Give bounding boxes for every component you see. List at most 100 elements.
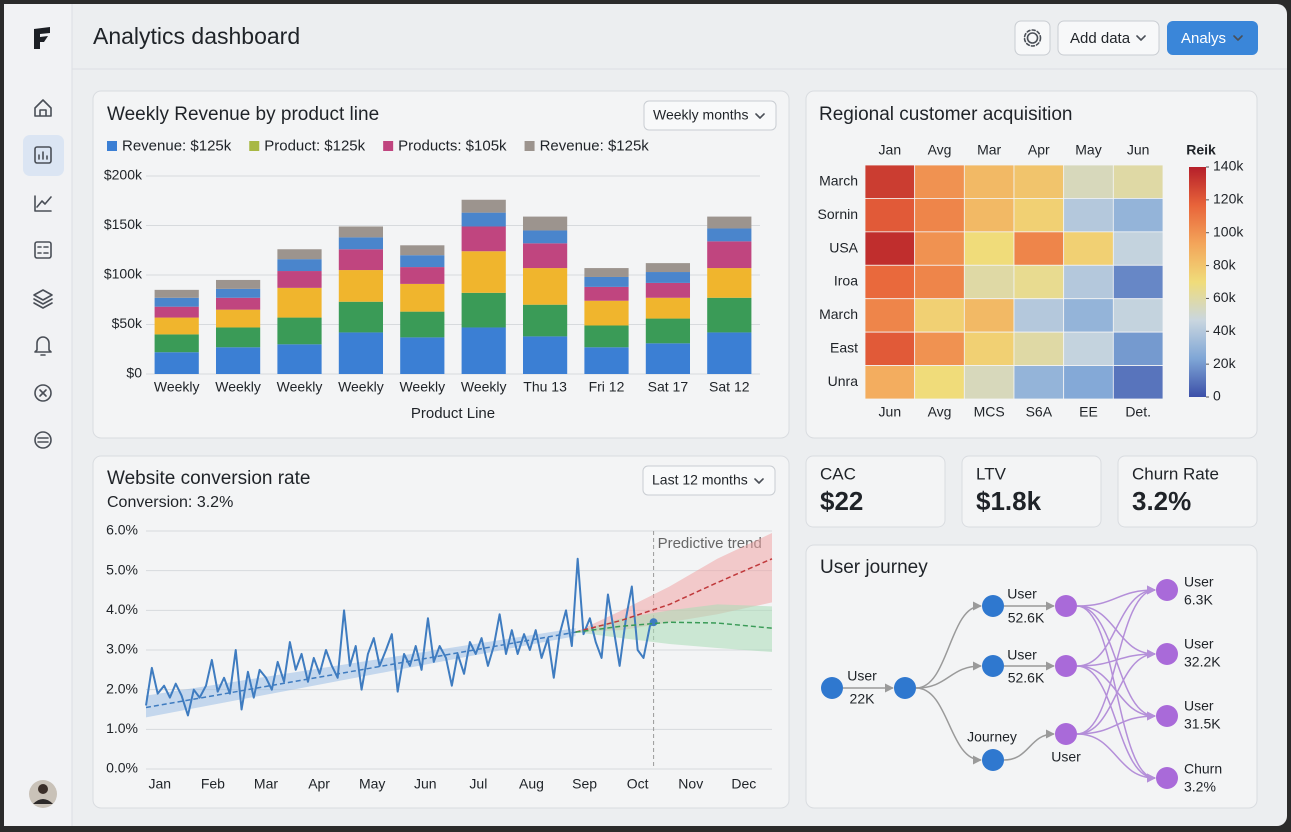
legend-label: Products: $105k — [398, 137, 507, 154]
y-tick-label: $150k — [104, 216, 143, 232]
bar-segment — [154, 289, 199, 298]
chevron — [754, 478, 764, 484]
flow-node[interactable] — [982, 749, 1004, 771]
dropdown-label: Weekly months — [653, 107, 748, 123]
nav-dashboard[interactable] — [34, 146, 52, 164]
bar-segment — [338, 270, 384, 302]
flow-node[interactable] — [982, 595, 1004, 617]
chart-subtitle: Conversion: 3.2% — [107, 494, 233, 511]
heat-cell — [914, 298, 965, 333]
flow-node[interactable] — [1156, 643, 1178, 665]
flow-node[interactable] — [1055, 595, 1077, 617]
dropdown[interactable]: Weekly months — [643, 100, 777, 131]
x-tick-label: Dec — [731, 776, 756, 792]
y-tick-label: $0 — [126, 365, 142, 381]
flow-node[interactable] — [894, 677, 916, 699]
heat-cell — [864, 365, 916, 400]
bar-segment — [400, 283, 445, 312]
flow-edge — [915, 601, 982, 689]
content: Weekly Revenue by product line Weekly mon… — [104, 100, 1258, 795]
bar-segment — [277, 344, 322, 374]
bar-segment — [461, 251, 506, 293]
flow-node[interactable] — [1156, 705, 1178, 727]
bar-segment — [400, 337, 445, 374]
node-label: 52.6K — [1008, 610, 1045, 626]
y-tick-label: 4.0% — [106, 601, 138, 617]
y-tick-label: 2.0% — [106, 680, 138, 696]
column-label: MCS — [974, 404, 1005, 420]
nav-notifications[interactable] — [34, 336, 52, 356]
heat-cell — [1112, 365, 1164, 400]
flow-node[interactable] — [982, 655, 1004, 677]
heat-cell — [914, 231, 965, 266]
dropdown[interactable]: Last 12 months — [642, 465, 776, 496]
heat-cell — [864, 231, 916, 266]
y-tick-label: $200k — [104, 167, 143, 183]
kpi-card: Churn Rate 3.2% — [1117, 455, 1258, 528]
nav-layers[interactable] — [33, 289, 53, 309]
heat-cell — [1063, 231, 1114, 266]
nav-reports[interactable] — [34, 241, 52, 259]
heat-cell — [914, 331, 965, 366]
heat-cell — [914, 198, 965, 233]
heat-cell — [1112, 298, 1164, 333]
heat-cell — [914, 365, 965, 400]
nav-explore[interactable] — [34, 384, 52, 402]
heat-cell — [864, 331, 916, 366]
heat-cell — [1013, 264, 1065, 300]
bar-segment — [707, 268, 752, 298]
avatar[interactable] — [29, 780, 57, 808]
bar-segment — [461, 199, 506, 213]
nav-trends[interactable] — [34, 195, 52, 212]
flow-node[interactable] — [1055, 655, 1077, 677]
x-tick-label: Weekly — [338, 379, 384, 395]
trend-line — [145, 631, 576, 709]
heat-cell — [1013, 331, 1065, 366]
flow-node[interactable] — [1055, 723, 1077, 745]
flow-node[interactable] — [1156, 767, 1178, 789]
heat-cell — [963, 264, 1015, 300]
column-label: Jan — [879, 142, 902, 158]
column-label: May — [1075, 142, 1101, 158]
heat-cell — [1063, 365, 1114, 400]
flow-edge — [1003, 729, 1055, 761]
x-tick-label: Sep — [572, 776, 597, 792]
node-label: User — [1184, 636, 1214, 652]
flow-edge — [1076, 733, 1156, 783]
column-label: Jun — [1127, 142, 1150, 158]
add-data-button[interactable]: Add data — [1057, 20, 1160, 56]
node-label: User — [1007, 586, 1037, 602]
flow-edge — [1076, 605, 1156, 659]
nav-integrations[interactable] — [34, 431, 52, 449]
confidence-band — [575, 604, 772, 652]
heat-cell — [1013, 198, 1065, 233]
node-label: Journey — [967, 729, 1017, 745]
flow-node[interactable] — [821, 677, 843, 699]
page-title: Analytics dashboard — [93, 23, 300, 49]
heat-cell — [864, 198, 916, 233]
logo[interactable] — [34, 27, 50, 49]
heat-cell — [1112, 164, 1164, 199]
bar-segment — [400, 255, 445, 268]
x-tick-label: Jan — [149, 776, 172, 792]
y-tick-label: 5.0% — [106, 561, 138, 577]
dropdown-box — [643, 100, 777, 131]
bar-segment — [277, 249, 322, 260]
node-label: User — [847, 668, 877, 684]
heat-cell — [1063, 298, 1114, 333]
settings-button[interactable] — [1014, 20, 1051, 56]
legend-label: Product: $125k — [264, 137, 365, 154]
kpi-value: $1.8k — [976, 486, 1042, 516]
flow-edge — [1076, 649, 1156, 735]
nav-home[interactable] — [34, 99, 52, 117]
analyze-button[interactable]: Analys — [1167, 21, 1258, 55]
kpi-label: Churn Rate — [1132, 464, 1219, 483]
colorbar-tick-label: 100k — [1213, 223, 1244, 239]
heat-cell — [1063, 198, 1114, 233]
bar-segment — [522, 268, 568, 305]
flow-node[interactable] — [1156, 579, 1178, 601]
colorbar-tick-label: 0 — [1213, 388, 1221, 404]
bar-segment — [645, 272, 691, 283]
annotation: Predictive trend — [658, 535, 762, 552]
